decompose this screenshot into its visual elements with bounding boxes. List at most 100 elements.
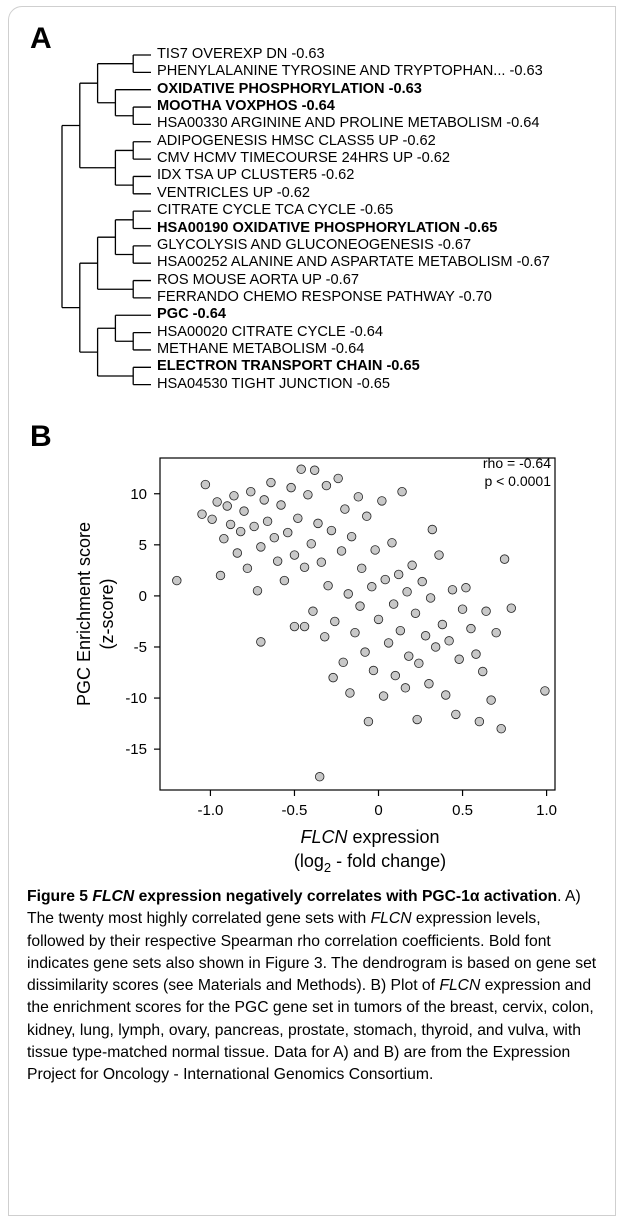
scatter-point [321, 480, 332, 491]
scatter-point [407, 560, 417, 570]
x-axis-label-line2: (log2 - fold change) [294, 851, 446, 875]
dendrogram-leaf-label: HSA00252 ALANINE AND ASPARTATE METABOLIS… [157, 254, 550, 271]
scatter-point [362, 511, 372, 521]
panel-b-label: B [30, 420, 52, 453]
y-axis-label-line2: (z-score) [97, 579, 117, 650]
scatter-point [471, 649, 481, 659]
scatter-point [343, 589, 353, 599]
scatter-point [447, 585, 458, 595]
scatter-point [229, 491, 239, 501]
scatter-point [400, 683, 411, 693]
scatter-point [309, 465, 320, 475]
x-tick-label: 0 [374, 802, 382, 819]
y-axis-label-line1: PGC Enrichment score [74, 522, 94, 706]
scatter-point [289, 621, 300, 632]
annotation-rho: rho = -0.64 [483, 455, 551, 471]
scatter-point [388, 599, 399, 609]
scatter-point [357, 563, 367, 574]
scatter-point [496, 724, 506, 734]
x-axis-gene: FLCN [300, 827, 348, 847]
dendrogram-leaf-label: FERRANDO CHEMO RESPONSE PATHWAY -0.70 [157, 288, 492, 305]
scatter-point [414, 658, 424, 669]
caption-gene1: FLCN [370, 910, 412, 928]
scatter-point [466, 623, 476, 634]
scatter-points [172, 464, 550, 782]
scatter-point [377, 496, 387, 506]
scatter-point [252, 586, 263, 596]
scatter-point [402, 587, 412, 597]
scatter-point [540, 686, 550, 696]
dendrogram-leaf-label: ELECTRON TRANSPORT CHAIN -0.65 [157, 358, 420, 375]
scatter-point [451, 709, 461, 720]
scatter-point [326, 525, 337, 536]
scatter-point [430, 642, 441, 652]
dendrogram-leaf-label: VENTRICLES UP -0.62 [157, 184, 311, 201]
dendrogram-leaf-label: HSA04530 TIGHT JUNCTION -0.65 [157, 375, 391, 392]
scatter-point [338, 657, 348, 668]
scatter-point [373, 614, 384, 625]
dendrogram-leaf-label: IDX TSA UP CLUSTER5 -0.62 [157, 167, 355, 184]
scatter-point [279, 575, 290, 586]
scatter-point [425, 593, 436, 603]
scatter-point [486, 695, 496, 705]
scatter-point [299, 621, 310, 632]
scatter-point [197, 509, 207, 519]
x-axis-label-line1: FLCN expression [300, 827, 439, 847]
scatter-point [306, 539, 316, 549]
scatter-point [200, 479, 211, 490]
scatter-point [289, 550, 300, 560]
dendrogram-leaf-label: CMV HCMV TIMECOURSE 24HRS UP -0.62 [157, 150, 451, 167]
scatter-point [323, 580, 333, 591]
scatter-point [434, 550, 444, 560]
dendrogram-leaf-label: TIS7 OVEREXP DN -0.63 [157, 46, 325, 62]
scatter-point [207, 514, 217, 524]
scatter-point [454, 654, 464, 664]
scatter-point [410, 608, 421, 618]
scatter-point [404, 651, 414, 661]
x-axis-line2-post: - fold change) [331, 851, 446, 871]
scatter-point [506, 603, 516, 613]
scatter-point [378, 691, 389, 701]
scatter-point [461, 583, 471, 593]
y-tick-label: 5 [139, 537, 147, 554]
caption-title-gene: FLCN [92, 888, 135, 905]
scatter-point [412, 714, 422, 725]
x-tick-label: -0.5 [282, 802, 308, 819]
scatter-point [417, 576, 427, 587]
scatter-point [437, 619, 448, 630]
scatter-point [499, 554, 510, 564]
scatter-point [424, 679, 434, 689]
scatter-point [393, 569, 404, 580]
scatter-point [355, 601, 365, 611]
figure-frame [8, 6, 616, 1216]
scatter-point [444, 636, 454, 646]
scatter-point [314, 772, 325, 782]
x-tick-label: -1.0 [197, 802, 223, 819]
scatter-point [308, 606, 318, 616]
x-tick-label: 1.0 [536, 802, 557, 819]
scatter-point [367, 582, 377, 592]
scatter-point [272, 556, 283, 566]
scatter-point [259, 495, 269, 505]
scatter-point [316, 557, 327, 567]
scatter-point [262, 516, 273, 527]
scatter-point [370, 545, 380, 555]
y-tick-label: 10 [130, 486, 147, 503]
scatter-point [380, 574, 390, 585]
scatter-point [330, 616, 340, 627]
caption-part1: . A) The twenty most highly correlated g… [27, 888, 581, 928]
scatter-point [239, 506, 249, 516]
dendrogram-leaf-label: ADIPOGENESIS HMSC CLASS5 UP -0.62 [157, 132, 436, 149]
dendrogram-leaf-label: OXIDATIVE PHOSPHORYLATION -0.63 [157, 80, 422, 97]
scatter-point [249, 521, 259, 532]
scatter-point [266, 477, 276, 488]
y-tick-label: -10 [125, 690, 147, 707]
scatter-point [390, 670, 401, 681]
scatter-point [340, 504, 350, 514]
caption-title: Figure 5 FLCN expression negatively corr… [27, 888, 557, 905]
scatter-point [299, 562, 310, 573]
scatter-point [256, 542, 266, 552]
y-tick-label: -15 [125, 741, 147, 758]
scatter-point [212, 497, 222, 507]
